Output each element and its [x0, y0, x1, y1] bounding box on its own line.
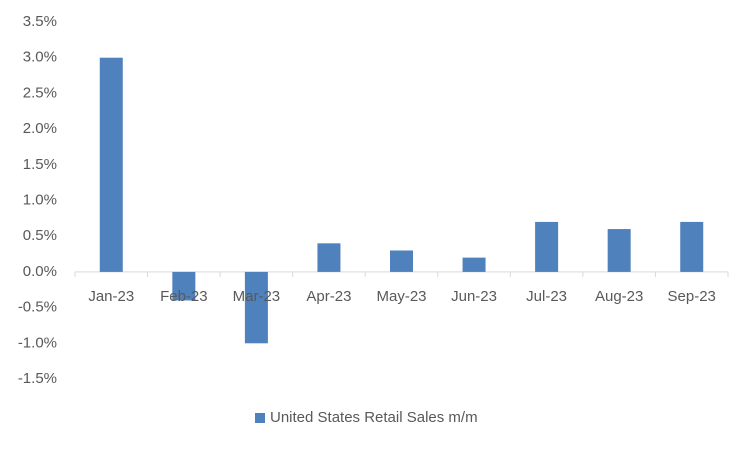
- bar: [317, 243, 341, 272]
- y-tick-label: 0.0%: [23, 263, 57, 280]
- y-tick-label: 3.0%: [23, 49, 57, 66]
- x-tick-label: Jun-23: [451, 288, 497, 305]
- bar: [680, 221, 704, 272]
- bar: [390, 250, 413, 272]
- x-tick-label: Aug-23: [595, 288, 643, 305]
- bar: [172, 271, 196, 301]
- y-tick-label: -1.5%: [18, 370, 57, 387]
- legend-swatch: [255, 413, 265, 423]
- bar: [607, 229, 631, 272]
- y-tick-label: -1.0%: [18, 334, 57, 351]
- x-tick-label: Jan-23: [88, 288, 134, 305]
- x-tick-label: Sep-23: [668, 288, 716, 305]
- bar: [244, 271, 268, 344]
- y-tick-label: 2.0%: [23, 120, 57, 137]
- x-tick-label: Jul-23: [526, 288, 567, 305]
- x-tick-label: Apr-23: [306, 288, 351, 305]
- y-tick-label: -0.5%: [18, 299, 57, 316]
- y-tick-label: 1.5%: [23, 156, 57, 173]
- x-tick-label: Mar-23: [233, 288, 281, 305]
- y-tick-label: 1.0%: [23, 191, 57, 208]
- x-tick-label: Feb-23: [160, 288, 208, 305]
- bar: [462, 257, 486, 272]
- y-tick-label: 3.5%: [23, 13, 57, 30]
- y-tick-label: 0.5%: [23, 227, 57, 244]
- x-tick-label: May-23: [376, 288, 426, 305]
- bar: [99, 57, 123, 272]
- legend-label: United States Retail Sales m/m: [270, 409, 478, 426]
- y-tick-label: 2.5%: [23, 84, 57, 101]
- bar: [535, 221, 559, 272]
